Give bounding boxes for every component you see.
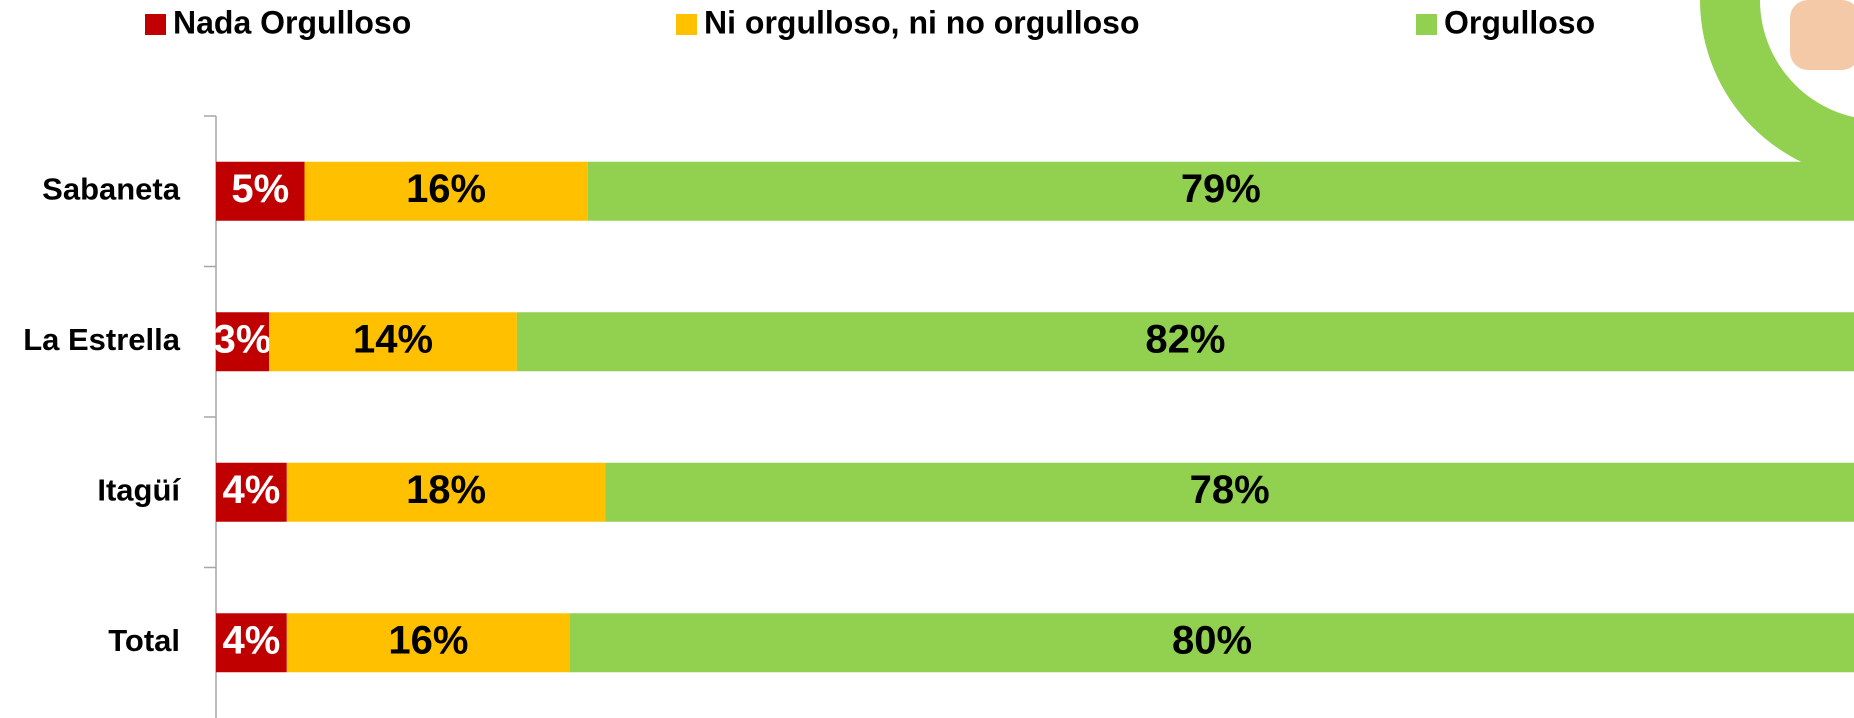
bar-segment [304, 161, 588, 221]
data-label: 16% [388, 618, 468, 662]
data-label: 3% [214, 317, 272, 361]
legend-swatch [145, 14, 166, 35]
y-tick-label: Itagüí [97, 472, 181, 507]
bar-segment [216, 161, 305, 221]
data-label: 18% [406, 468, 486, 512]
bar-segment [516, 312, 1854, 372]
bar-segment [587, 161, 1854, 221]
bar-segment [286, 613, 570, 673]
bar-segment [216, 613, 287, 673]
decoration [1700, 0, 1854, 179]
data-label: 80% [1172, 618, 1252, 662]
bar-segment [216, 462, 287, 522]
data-label: 4% [222, 618, 280, 662]
data-label: 79% [1181, 167, 1261, 211]
legend-swatch [1416, 14, 1437, 35]
y-tick-label: La Estrella [23, 322, 181, 357]
decor-hand [1790, 0, 1854, 70]
legend-label: Nada Orgulloso [173, 4, 411, 40]
bar-segment [269, 312, 517, 372]
data-label: 14% [353, 317, 433, 361]
legend-label: Ni orgulloso, ni no orgulloso [704, 4, 1140, 40]
legend-swatch [676, 14, 697, 35]
legend-label: Orgulloso [1444, 4, 1595, 40]
data-label: 5% [231, 167, 289, 211]
bar-segment [286, 462, 606, 522]
y-tick-label: Sabaneta [42, 171, 181, 206]
data-label: 16% [406, 167, 486, 211]
bar-segment [605, 462, 1854, 522]
data-label: 82% [1145, 317, 1225, 361]
data-label: 4% [222, 468, 280, 512]
data-label: 78% [1190, 468, 1270, 512]
bar-segment [216, 312, 270, 372]
y-tick-label: Total [108, 623, 180, 658]
bar-segment [570, 613, 1854, 673]
